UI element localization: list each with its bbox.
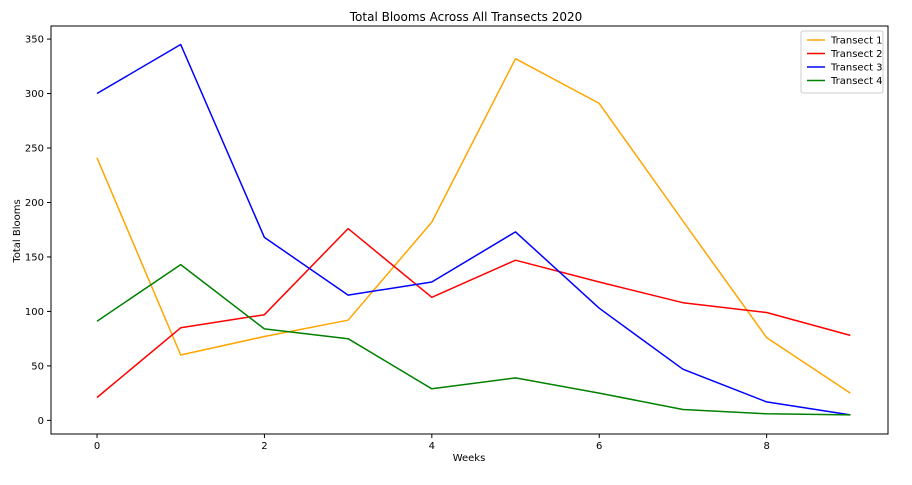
y-tick-label: 50 xyxy=(31,361,44,372)
y-tick-label: 350 xyxy=(25,35,44,46)
series-line-transect-2 xyxy=(96,227,851,399)
y-tick-label: 0 xyxy=(38,416,44,427)
chart-title: Total Blooms Across All Transects 2020 xyxy=(349,10,582,24)
legend-label: Transect 1 xyxy=(830,36,883,47)
y-tick-label: 100 xyxy=(25,307,44,318)
x-tick-label: 6 xyxy=(596,441,602,452)
x-axis-label: Weeks xyxy=(453,453,486,464)
plot-area xyxy=(96,43,851,416)
x-tick-label: 2 xyxy=(261,441,267,452)
plot-frame xyxy=(50,25,889,435)
x-tick-label: 8 xyxy=(763,441,769,452)
y-tick-label: 150 xyxy=(25,252,44,263)
legend-label: Transect 4 xyxy=(830,76,883,87)
legend: Transect 1 Transect 2 Transect 3 Transect 4 xyxy=(800,30,884,94)
y-axis-label: Total Blooms xyxy=(12,199,23,263)
y-axis: 0 50 100 150 200 250 300 350 xyxy=(25,35,51,427)
legend-label: Transect 2 xyxy=(830,49,883,60)
x-axis: 0 2 4 6 8 xyxy=(94,434,770,452)
series-line-transect-3 xyxy=(96,43,851,416)
y-tick-label: 200 xyxy=(25,198,44,209)
x-tick-label: 4 xyxy=(429,441,435,452)
y-tick-label: 300 xyxy=(25,89,44,100)
legend-label: Transect 3 xyxy=(830,63,883,74)
series-line-transect-1 xyxy=(96,57,851,394)
y-tick-label: 250 xyxy=(25,144,44,155)
x-tick-label: 0 xyxy=(94,441,100,452)
series-line-transect-4 xyxy=(96,263,851,416)
legend-box xyxy=(800,30,884,94)
